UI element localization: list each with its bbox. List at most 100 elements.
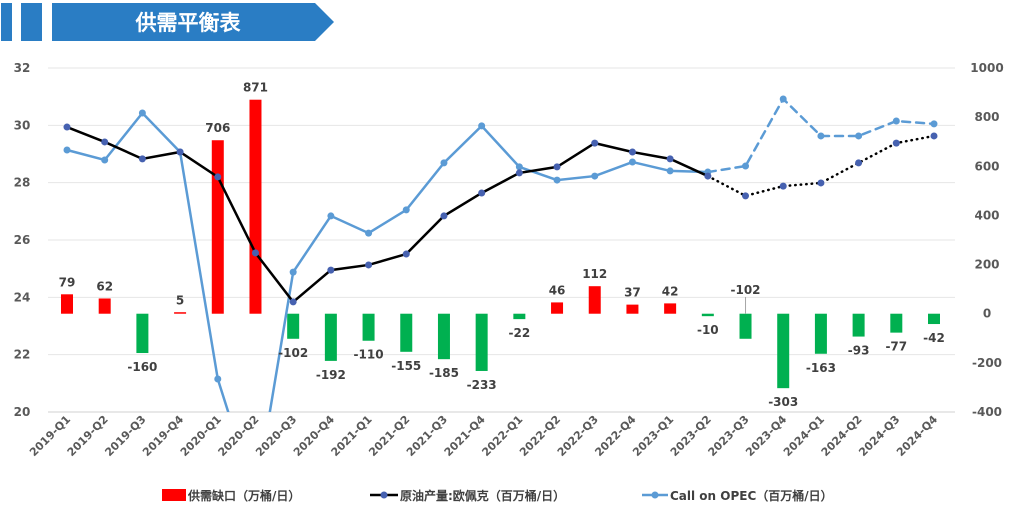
series-point	[553, 176, 561, 184]
data-label: -233	[467, 378, 497, 392]
data-label: 5	[176, 293, 184, 307]
bar	[61, 294, 73, 314]
left-tick-label: 28	[14, 176, 31, 190]
banner-block-1	[1, 3, 12, 41]
data-label: -102	[731, 283, 761, 297]
legend-label-call-on-opec: Call on OPEC（百万桶/日）	[670, 488, 833, 503]
series-point	[327, 212, 335, 220]
series-point	[666, 167, 674, 175]
series-point	[101, 156, 109, 164]
data-label: -155	[391, 359, 421, 373]
data-label: 37	[624, 286, 641, 300]
series-point	[628, 158, 636, 166]
series-point	[892, 117, 900, 125]
series-point	[289, 298, 297, 306]
series-point	[440, 212, 448, 220]
series-2-group	[63, 95, 938, 412]
bar	[664, 303, 677, 314]
bar	[324, 313, 337, 361]
bar	[739, 313, 752, 339]
bar	[136, 313, 149, 354]
left-tick-label: 20	[14, 405, 31, 419]
data-label: -102	[278, 346, 308, 360]
series-point	[214, 173, 222, 181]
left-tick-label: 30	[14, 118, 31, 132]
series-point	[289, 268, 297, 276]
right-tick-label: -400	[972, 405, 1002, 419]
series-point	[742, 192, 750, 200]
series-point	[440, 159, 448, 167]
series-point	[628, 148, 636, 156]
series-point	[138, 109, 146, 117]
bar	[513, 313, 526, 320]
legend-label-production: 原油产量:欧佩克（百万桶/日）	[400, 488, 565, 503]
series-point	[214, 375, 222, 383]
series-point	[591, 172, 599, 180]
data-label: -185	[429, 366, 459, 380]
left-tick-label: 32	[14, 61, 31, 75]
bar	[362, 313, 375, 341]
series-point	[855, 159, 863, 167]
banner-arrow	[52, 3, 334, 41]
data-label: 42	[662, 284, 679, 298]
data-label: -22	[509, 326, 531, 340]
series-point	[779, 182, 787, 190]
series-point	[779, 95, 787, 103]
series-point	[365, 261, 373, 269]
series-point	[515, 169, 523, 177]
series-point	[666, 155, 674, 163]
series-point	[930, 132, 938, 140]
bar	[211, 140, 224, 314]
bar	[890, 313, 903, 333]
right-tick-label: 1000	[970, 61, 1003, 75]
series-point	[251, 249, 259, 257]
series-point	[176, 148, 184, 156]
x-tick-label: 2024-Q4	[894, 413, 940, 459]
series-line-actual	[66, 111, 708, 412]
data-label: -160	[127, 360, 157, 374]
series-line-actual	[66, 125, 709, 304]
right-tick-label: 0	[983, 307, 991, 321]
data-label: -303	[768, 395, 798, 409]
bar	[475, 313, 488, 371]
series-point	[515, 163, 523, 171]
series-point	[591, 139, 599, 147]
series-1-group	[63, 123, 938, 306]
series-point	[892, 139, 900, 147]
data-label: -93	[848, 344, 870, 358]
bar	[287, 313, 300, 339]
legend-swatch-gap	[162, 489, 186, 501]
bar	[777, 313, 790, 389]
legend-label-gap: 供需缺口（万桶/日）	[187, 488, 300, 503]
series-point	[855, 132, 863, 140]
series-point	[704, 172, 712, 180]
right-tick-label: -200	[972, 356, 1002, 370]
series-point	[402, 250, 410, 258]
bar	[588, 286, 601, 314]
bar	[814, 313, 827, 354]
bar	[852, 313, 865, 337]
data-label: -110	[354, 348, 384, 362]
bar	[400, 313, 413, 352]
right-tick-label: 400	[974, 208, 999, 222]
bar	[174, 312, 187, 314]
series-point	[63, 146, 71, 154]
bar	[701, 313, 714, 317]
series-point	[402, 206, 410, 214]
data-label: 46	[549, 283, 566, 297]
bar	[98, 298, 111, 314]
left-tick-label: 26	[14, 233, 31, 247]
legend-marker-production	[380, 491, 388, 499]
series-point	[817, 132, 825, 140]
header-banner: 供需平衡表	[1, 3, 334, 41]
page-title: 供需平衡表	[135, 11, 242, 35]
series-point	[138, 155, 146, 163]
bar	[626, 304, 639, 314]
data-label: -77	[885, 340, 907, 354]
bar	[928, 313, 940, 325]
legend-marker-call-on-opec	[651, 491, 659, 499]
data-label: -42	[923, 331, 945, 345]
data-label: 79	[59, 275, 76, 289]
series-point	[327, 266, 335, 274]
